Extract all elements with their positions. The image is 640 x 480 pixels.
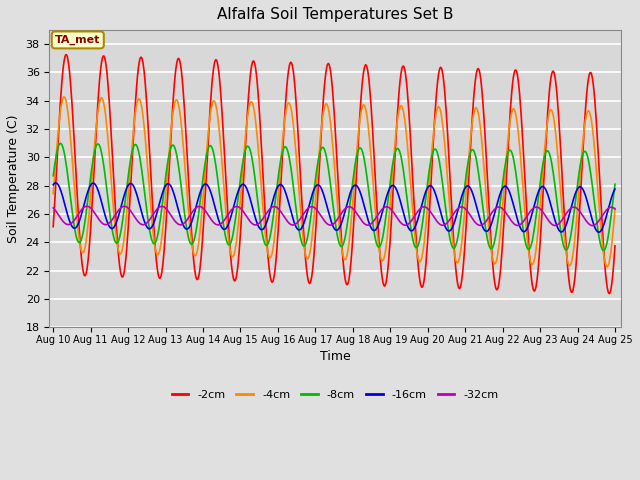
Title: Alfalfa Soil Temperatures Set B: Alfalfa Soil Temperatures Set B — [217, 7, 453, 22]
-2cm — [175, 56, 183, 61]
-2cm — [49, 224, 57, 229]
-2cm — [118, 274, 126, 280]
-8cm — [60, 150, 68, 156]
-16cm — [205, 184, 212, 190]
Y-axis label: Soil Temperature (C): Soil Temperature (C) — [7, 114, 20, 243]
-16cm — [118, 201, 126, 206]
-16cm — [403, 222, 411, 228]
-2cm — [611, 243, 619, 249]
-8cm — [118, 222, 126, 228]
-8cm — [56, 141, 64, 146]
-32cm — [83, 204, 91, 209]
-4cm — [205, 125, 212, 131]
-16cm — [611, 186, 619, 192]
Line: -32cm: -32cm — [53, 206, 615, 226]
-4cm — [60, 95, 67, 100]
-8cm — [600, 248, 607, 253]
-4cm — [60, 94, 68, 100]
Line: -2cm: -2cm — [53, 55, 615, 294]
-4cm — [611, 205, 619, 211]
-2cm — [60, 63, 67, 69]
-2cm — [403, 86, 411, 92]
-16cm — [49, 182, 57, 188]
-2cm — [205, 129, 212, 134]
-8cm — [611, 181, 619, 187]
Line: -16cm: -16cm — [53, 183, 615, 232]
-32cm — [205, 213, 212, 219]
-4cm — [604, 264, 611, 270]
-4cm — [420, 244, 428, 250]
-32cm — [611, 206, 619, 212]
Legend: -2cm, -4cm, -8cm, -16cm, -32cm: -2cm, -4cm, -8cm, -16cm, -32cm — [167, 386, 503, 405]
-4cm — [403, 140, 411, 145]
Text: TA_met: TA_met — [55, 35, 100, 45]
-16cm — [175, 209, 183, 215]
-4cm — [175, 104, 183, 110]
Line: -4cm: -4cm — [53, 97, 615, 267]
-2cm — [63, 52, 70, 58]
-32cm — [175, 222, 183, 228]
-16cm — [420, 195, 428, 201]
-16cm — [60, 199, 68, 205]
-32cm — [118, 204, 126, 210]
-32cm — [60, 219, 67, 225]
-8cm — [175, 167, 183, 172]
-32cm — [49, 205, 57, 211]
X-axis label: Time: Time — [319, 350, 351, 363]
-4cm — [49, 191, 57, 196]
-32cm — [403, 222, 411, 228]
-16cm — [595, 229, 602, 235]
-32cm — [420, 204, 428, 210]
Line: -8cm: -8cm — [53, 144, 615, 251]
-16cm — [52, 180, 60, 186]
-8cm — [403, 197, 411, 203]
-8cm — [49, 173, 57, 179]
-2cm — [420, 280, 428, 286]
-32cm — [589, 223, 596, 228]
-4cm — [118, 248, 126, 253]
-8cm — [205, 144, 212, 150]
-2cm — [605, 291, 613, 297]
-8cm — [420, 212, 428, 218]
